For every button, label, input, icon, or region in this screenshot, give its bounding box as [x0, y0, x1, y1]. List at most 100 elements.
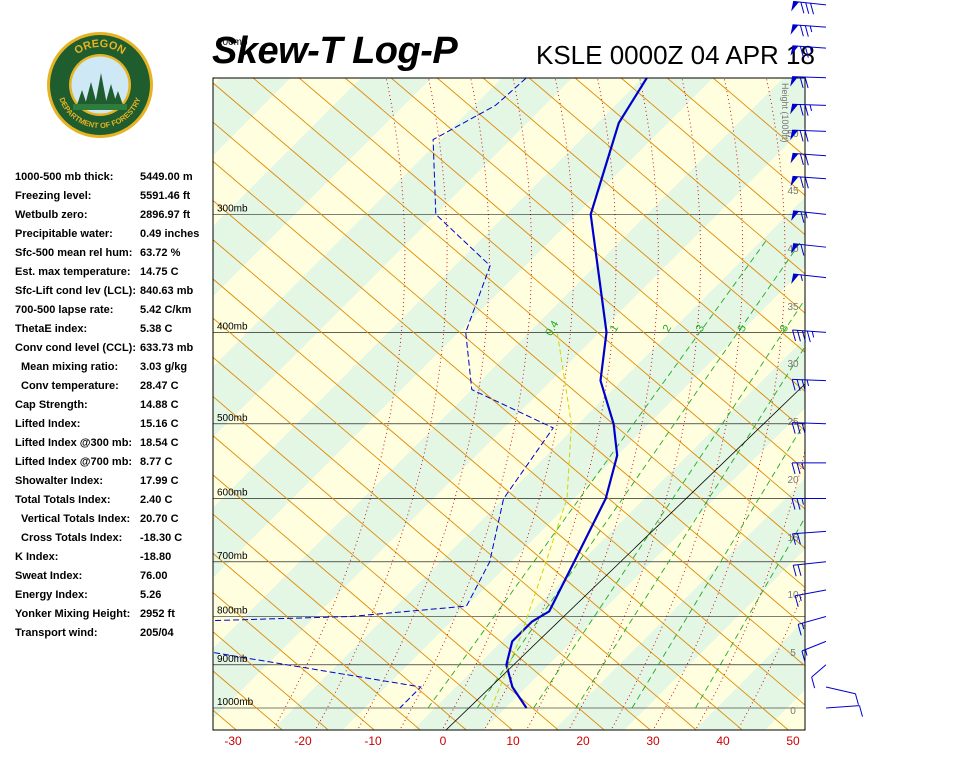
x-tick-label: -20: [294, 734, 312, 748]
height-tick-label: 45: [787, 186, 799, 197]
wind-barb: [791, 273, 827, 285]
wind-barb: [794, 589, 827, 607]
index-value: 0.49 inches: [140, 228, 200, 240]
height-tick-label: 0: [790, 706, 796, 717]
index-label: Transport wind:: [15, 627, 98, 639]
index-label: Lifted Index:: [15, 418, 81, 430]
wind-barb: [790, 45, 827, 58]
index-label: Cap Strength:: [15, 399, 88, 411]
chart-subtitle: KSLE 0000Z 04 APR 18: [536, 40, 815, 70]
index-value: -18.30 C: [140, 532, 183, 544]
moist-adiabat: [569, 78, 701, 729]
pressure-label: 300mb: [217, 203, 248, 214]
index-label: Freezing level:: [15, 190, 92, 202]
x-tick-label: 40: [716, 734, 730, 748]
moist-adiabat: [273, 78, 406, 729]
dry-adiabat: [0, 0, 110, 740]
oregon-dept-forestry-logo: OREGON DEPARTMENT OF FORESTRY: [47, 32, 153, 138]
logo-top-text: OREGON: [72, 38, 127, 57]
index-value: 5449.00 m: [140, 171, 193, 183]
index-label: Yonker Mixing Height:: [15, 608, 131, 620]
dry-adiabat: [574, 78, 805, 275]
index-label: Est. max temperature:: [15, 266, 131, 278]
index-value: 28.47 C: [140, 380, 179, 392]
wind-barb: [791, 378, 827, 391]
wind-barb: [791, 422, 827, 435]
isotherm-band: [694, 619, 805, 730]
index-value: 14.75 C: [140, 266, 179, 278]
index-row: Transport wind: 205/04: [15, 624, 215, 643]
wind-barb: [792, 561, 827, 577]
index-value: 5591.46 ft: [140, 190, 191, 202]
mixing-ratio-label: 1: [608, 323, 621, 334]
wind-barb: [825, 686, 859, 705]
isotherm-band: [213, 78, 573, 438]
index-row: 1000-500 mb thick: 5449.00 m: [15, 168, 215, 187]
index-value: 205/04: [140, 627, 174, 639]
isotherm-band: [213, 78, 713, 578]
tree-icon: [77, 73, 123, 105]
zero-isotherm-line: [445, 383, 805, 730]
dry-adiabat: [0, 0, 156, 740]
index-row: Mean mixing ratio: 3.03 g/kg: [15, 358, 215, 377]
moist-adiabat: [654, 78, 786, 729]
index-label: Wetbulb zero:: [15, 209, 88, 221]
height-tick-label: 15: [787, 533, 799, 544]
index-label: Total Totals Index:: [15, 494, 111, 506]
moist-adiabat: [611, 78, 744, 729]
dry-adiabat: [213, 160, 805, 667]
moist-adiabat: [400, 78, 533, 729]
index-row: Yonker Mixing Height: 2952 ft: [15, 605, 215, 624]
dry-adiabat: [213, 435, 559, 730]
index-label: Sweat Index:: [15, 570, 83, 582]
index-value: 3.03 g/kg: [140, 361, 188, 373]
x-tick-label: 10: [506, 734, 520, 748]
x-tick-label: 20: [576, 734, 590, 748]
moist-adiabat: [738, 586, 805, 729]
index-row: Est. max temperature: 14.75 C: [15, 263, 215, 282]
dry-adiabat: [0, 0, 64, 740]
index-value: -18.80: [140, 551, 172, 563]
height-tick-label: 5: [790, 648, 796, 659]
mixing-ratio-line: [476, 240, 802, 709]
wind-barb: [791, 498, 826, 510]
index-row: Cap Strength: 14.88 C: [15, 396, 215, 415]
index-value: 20.70 C: [140, 513, 179, 525]
wind-barb: [790, 24, 827, 37]
mixing-ratio-line: [533, 298, 805, 709]
index-row: Cross Totals Index: -18.30 C: [15, 529, 215, 548]
wind-barb: [792, 329, 827, 343]
index-label: Precipitable water:: [15, 228, 113, 240]
wind-barb: [791, 210, 827, 223]
height-tick-label: 10: [787, 590, 799, 601]
index-value: 18.54 C: [140, 437, 179, 449]
height-axis-title: Height (1000ft): [780, 83, 790, 143]
index-label: ThetaE index:: [15, 323, 88, 335]
dry-adiabat: [213, 278, 743, 730]
dry-adiabat: [213, 239, 789, 730]
index-label: 700-500 lapse rate:: [15, 304, 114, 316]
pressure-label: 500mb: [217, 413, 248, 424]
pressure-label: 900mb: [217, 654, 248, 665]
moist-adiabat: [358, 78, 490, 729]
wind-barb: [790, 175, 827, 189]
index-row: 700-500 lapse rate: 5.42 C/km: [15, 301, 215, 320]
dry-adiabat: [213, 317, 697, 730]
moist-adiabat: [696, 448, 805, 729]
index-value: 15.16 C: [140, 418, 179, 430]
dry-adiabat: [213, 356, 651, 730]
index-label: Sfc-500 mean rel hum:: [15, 247, 133, 259]
pressure-label: 200mb: [217, 37, 248, 48]
parcel-trace: [490, 332, 572, 709]
index-row: Precipitable water: 0.49 inches: [15, 225, 215, 244]
index-value: 76.00: [140, 570, 168, 582]
index-label: Conv cond level (CCL):: [15, 342, 137, 354]
wind-barb: [801, 640, 827, 663]
index-row: K Index: -18.80: [15, 548, 215, 567]
height-tick-label: 35: [787, 302, 799, 313]
dry-adiabat: [390, 78, 805, 432]
index-value: 2952 ft: [140, 608, 175, 620]
pressure-label: 400mb: [217, 321, 248, 332]
index-value: 840.63 mb: [140, 285, 194, 297]
wind-barb: [792, 530, 827, 545]
